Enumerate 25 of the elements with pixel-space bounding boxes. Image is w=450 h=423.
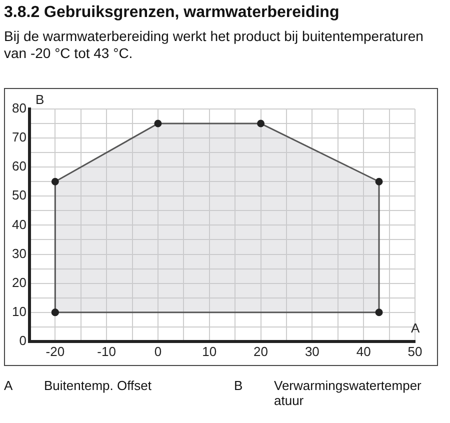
x-tick-label: 20 [254,344,268,359]
y-tick-label: 40 [12,216,26,232]
y-tick-label: 50 [12,188,26,203]
x-tick-label: 50 [408,344,422,359]
x-axis-title: A [411,320,420,336]
text: B [234,378,244,393]
y-tick-label: 0 [19,332,26,348]
y-tick-label: 20 [12,274,26,290]
x-tick-label: 30 [304,344,320,359]
x-tick-label: -20 [46,344,65,359]
x-tick-label: 40 [356,344,371,359]
y-tick-label: 70 [12,130,26,145]
y-tick-label: 30 [12,246,26,261]
text: Buitentemp. Offset [44,378,152,393]
text: Verwarmingswatertemperatuur [274,378,422,408]
chart-subtitle: Bij de warmwaterbereiding werkt het product bij buitentemperaturen van -20 °C tot 43 °C. [4,28,424,62]
x-tick-label: -10 [97,344,116,359]
x-tick-label: 10 [202,344,217,359]
chart-title: 3.8.2 Gebruiksgrenzen, warmwaterbereiding [4,4,340,22]
y-tick-label: 10 [12,304,26,319]
y-tick-label: 80 [12,100,26,116]
y-axis-title: B [35,92,44,108]
x-tick-label: 0 [154,344,162,359]
text: A [4,378,14,393]
y-tick-label: 60 [12,158,26,174]
